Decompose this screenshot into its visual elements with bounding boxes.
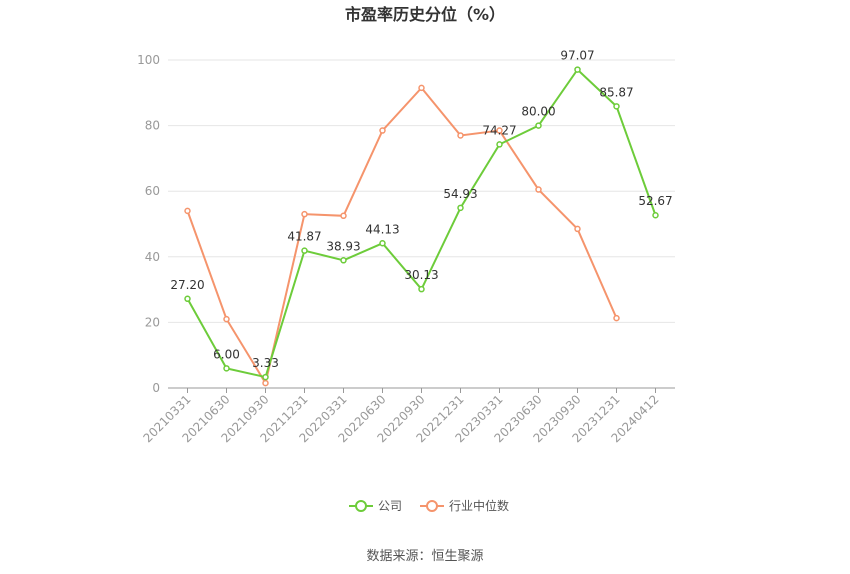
y-tick-label: 60	[145, 184, 160, 198]
legend-marker	[426, 500, 438, 512]
y-tick-label: 20	[145, 315, 160, 329]
data-label: 54.93	[443, 187, 477, 201]
data-label: 27.20	[170, 278, 204, 292]
data-point[interactable]	[262, 373, 269, 381]
y-tick-label: 0	[152, 381, 160, 395]
data-point[interactable]	[457, 204, 464, 212]
legend-label: 公司	[378, 499, 402, 513]
chart-title: 市盈率历史分位（%）	[345, 5, 505, 24]
y-tick-label: 40	[145, 250, 160, 264]
data-point[interactable]	[340, 212, 347, 220]
data-point[interactable]	[652, 211, 659, 219]
data-point[interactable]	[223, 365, 230, 372]
data-point[interactable]	[613, 314, 620, 322]
y-tick-label: 80	[145, 119, 160, 133]
data-point[interactable]	[535, 186, 542, 193]
data-label: 6.00	[213, 347, 240, 361]
data-label: 80.00	[521, 105, 555, 119]
series-0	[184, 66, 659, 381]
series-1	[184, 84, 620, 387]
data-labels: 27.20 6.00 3.33 41.87 38.93 44.13 30.13 54.93 74…	[170, 49, 672, 370]
y-tick-label: 100	[137, 53, 160, 67]
data-point[interactable]	[301, 210, 308, 218]
legend[interactable]: 公司 行业中位数	[349, 498, 509, 513]
legend-marker	[355, 500, 367, 512]
data-point[interactable]	[496, 141, 503, 148]
data-label: 74.27	[482, 123, 516, 137]
data-point[interactable]	[496, 127, 503, 134]
legend-item-1[interactable]: 行业中位数	[420, 498, 509, 513]
data-point[interactable]	[184, 207, 191, 215]
series-line	[186, 68, 657, 379]
data-label: 52.67	[638, 194, 672, 208]
data-label: 30.13	[404, 268, 438, 282]
legend-label: 行业中位数	[449, 498, 509, 513]
data-point[interactable]	[418, 285, 425, 293]
data-point[interactable]	[301, 247, 308, 254]
data-point[interactable]	[418, 84, 425, 92]
y-axis: 0 20 40 60 80 100	[137, 53, 160, 395]
data-point[interactable]	[574, 66, 581, 73]
data-label: 85.87	[599, 85, 633, 99]
data-point[interactable]	[340, 257, 347, 264]
data-point[interactable]	[223, 315, 230, 323]
data-point[interactable]	[613, 103, 620, 110]
data-point[interactable]	[535, 122, 542, 129]
data-label: 44.13	[365, 222, 399, 236]
data-label: 38.93	[326, 239, 360, 253]
data-point[interactable]	[184, 295, 191, 303]
data-point[interactable]	[379, 240, 386, 247]
data-label: 41.87	[287, 230, 321, 244]
data-label: 3.33	[252, 356, 279, 370]
data-point[interactable]	[262, 379, 269, 387]
grid	[168, 59, 675, 389]
data-point[interactable]	[574, 225, 581, 233]
source-note: 数据来源：恒生聚源	[366, 549, 483, 564]
series-line	[186, 86, 618, 386]
data-point[interactable]	[379, 127, 386, 134]
data-point[interactable]	[457, 132, 464, 139]
x-axis: 2021033120210630202109302021123120220331…	[141, 387, 675, 445]
data-label: 97.07	[560, 49, 594, 63]
series-group	[184, 66, 659, 387]
legend-item-0[interactable]: 公司	[349, 499, 402, 513]
